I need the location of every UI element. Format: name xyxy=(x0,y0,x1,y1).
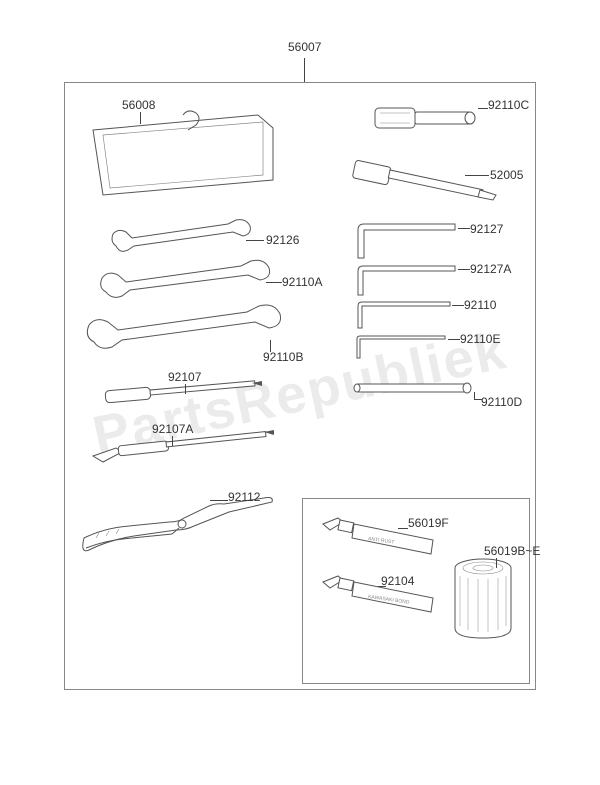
lead-h2 xyxy=(458,269,470,270)
label-tube1: 56019F xyxy=(408,516,449,530)
label-hex1: 92127 xyxy=(470,222,503,236)
diagram-canvas: 56007 56008 92110C 52005 xyxy=(0,0,600,785)
lead-pliers xyxy=(210,500,228,501)
lead-h1 xyxy=(458,228,470,229)
lead-bag xyxy=(140,112,141,124)
label-bag: 56008 xyxy=(122,98,155,112)
tool-wrench1 xyxy=(108,218,258,263)
tool-hex2 xyxy=(350,260,465,300)
tool-hex4 xyxy=(350,330,455,362)
lead-w3 xyxy=(270,340,271,352)
label-hex5: 92110D xyxy=(481,395,522,409)
tool-gauge xyxy=(348,150,508,210)
lead-d1 xyxy=(185,384,186,394)
lead-h4 xyxy=(448,339,460,340)
label-filter: 56019B~E xyxy=(484,544,540,558)
lead-h5 xyxy=(474,392,482,400)
tool-hex3 xyxy=(350,296,460,332)
label-wrench3: 92110B xyxy=(263,350,303,364)
lead-socket xyxy=(478,108,488,109)
label-pliers: 92112 xyxy=(228,490,260,504)
lead-gauge xyxy=(465,175,489,176)
lead-h3 xyxy=(452,305,464,306)
tool-wrench2 xyxy=(96,258,276,308)
label-top: 56007 xyxy=(288,40,321,54)
label-driver1: 92107 xyxy=(168,370,201,384)
tool-bag xyxy=(88,110,278,200)
lead-t2 xyxy=(378,586,386,587)
lead-w2 xyxy=(266,282,282,283)
lead-t1 xyxy=(398,528,408,529)
tool-hex5 xyxy=(352,378,477,400)
label-wrench1: 92126 xyxy=(266,233,299,247)
label-tube2: 92104 xyxy=(381,574,414,588)
label-hex2: 92127A xyxy=(470,262,511,276)
label-gauge: 52005 xyxy=(490,168,523,182)
label-wrench2: 92110A xyxy=(282,275,322,289)
tool-hex1 xyxy=(350,218,465,263)
label-driver2: 92107A xyxy=(152,422,193,436)
tool-wrench3 xyxy=(82,302,287,360)
label-hex4: 92110E xyxy=(460,332,500,346)
lead-filter xyxy=(496,558,497,568)
label-socket: 92110C xyxy=(488,98,529,112)
tool-filter xyxy=(448,556,518,646)
label-hex3: 92110 xyxy=(464,298,496,312)
lead-d2 xyxy=(172,436,173,446)
lead-top xyxy=(304,58,305,82)
tool-socket xyxy=(370,98,480,138)
lead-w1 xyxy=(246,240,264,241)
